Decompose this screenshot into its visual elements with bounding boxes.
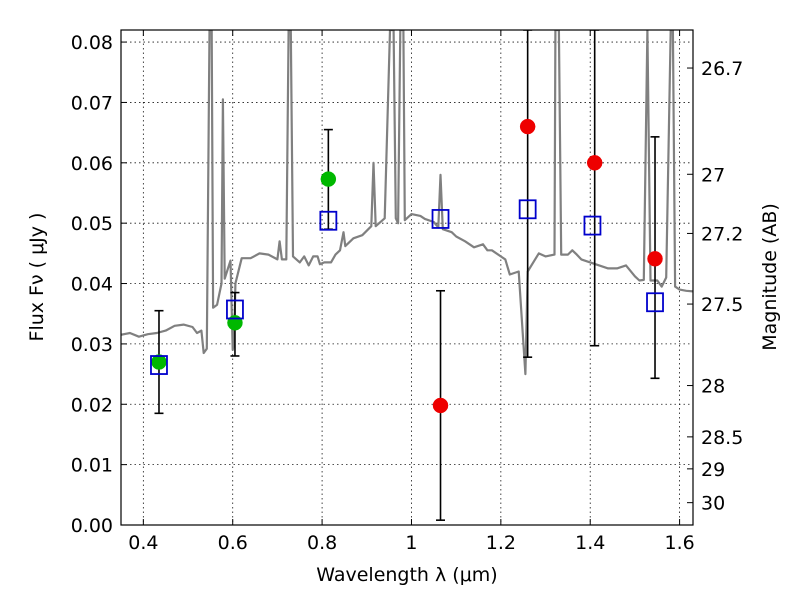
y-tick-label: 0.07 [71, 92, 113, 114]
plot-frame [120, 29, 694, 526]
observed-flux-point [432, 397, 449, 414]
model-flux-square-marker [518, 199, 537, 220]
model-flux-square-marker [226, 299, 244, 320]
y-tick-label: 0.01 [71, 455, 113, 477]
y-axis-title: Flux Fν ( μJy ) [26, 213, 48, 342]
x-tick-label: 0.4 [128, 532, 158, 554]
y-tick-label: 0.04 [71, 274, 113, 296]
right-tick-label: 28 [701, 376, 725, 398]
y-tick-label: 0.06 [71, 153, 113, 175]
right-tick-label: 30 [701, 493, 725, 515]
right-axis-ticks: 26.7 27 27.2 27.5 28 28.5 29 30 [687, 58, 743, 515]
observed-flux-point [647, 251, 663, 267]
model-flux-square-marker [583, 215, 602, 236]
model-spectrum-line [121, 30, 693, 376]
x-tick-label: 1.4 [575, 532, 605, 554]
y-tick-label: 0.02 [71, 394, 113, 416]
x-axis-title: Wavelength λ (μm) [316, 564, 497, 586]
right-tick-label: 27.5 [701, 294, 743, 316]
x-tick-label: 1.2 [486, 532, 516, 554]
y-tick-label: 0.03 [71, 334, 113, 356]
right-axis-title: Magnitude (AB) [759, 203, 781, 351]
x-tick-label: 1 [405, 532, 417, 554]
y-tick-label: 0.00 [71, 515, 113, 537]
observed-flux-point [227, 315, 243, 331]
right-tick-label: 28.5 [701, 427, 743, 449]
observed-flux-point [519, 118, 536, 135]
right-tick-label: 27.2 [701, 223, 743, 245]
observed-flux-point [586, 155, 603, 171]
x-tick-label: 0.8 [307, 532, 337, 554]
y-tick-label: 0.08 [71, 32, 113, 54]
observed-flux-point [320, 171, 337, 187]
model-flux-square-marker [150, 355, 168, 375]
x-tick-label: 0.6 [218, 532, 248, 554]
right-tick-label: 27 [701, 164, 725, 186]
model-flux-square-marker [319, 210, 338, 231]
model-flux-square-marker [431, 209, 450, 229]
y-tick-label: 0.05 [71, 213, 113, 235]
y-axis-ticks: 0.00 0.01 0.02 0.03 0.04 0.05 0.06 0.07 0.08 [71, 32, 127, 537]
right-tick-label: 29 [701, 459, 725, 481]
right-tick-label: 26.7 [701, 58, 743, 80]
x-axis-ticks: 0.4 0.6 0.8 1 1.2 1.4 1.6 [128, 30, 695, 554]
model-spectrum-layer [121, 30, 693, 376]
marker-layer [150, 118, 664, 414]
grid-lines [121, 30, 693, 526]
x-tick-label: 1.6 [664, 532, 694, 554]
model-flux-square-marker [646, 292, 664, 313]
